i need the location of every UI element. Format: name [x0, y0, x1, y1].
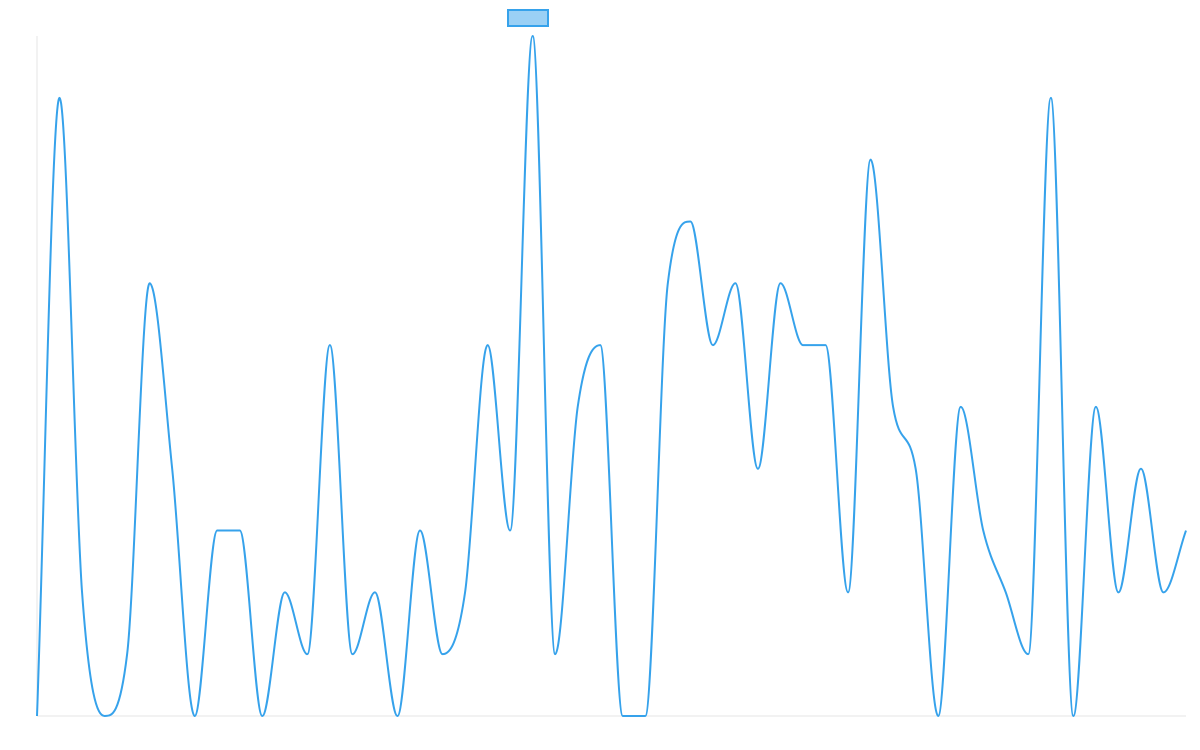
legend-swatch	[507, 9, 549, 27]
line-series	[36, 34, 1187, 718]
